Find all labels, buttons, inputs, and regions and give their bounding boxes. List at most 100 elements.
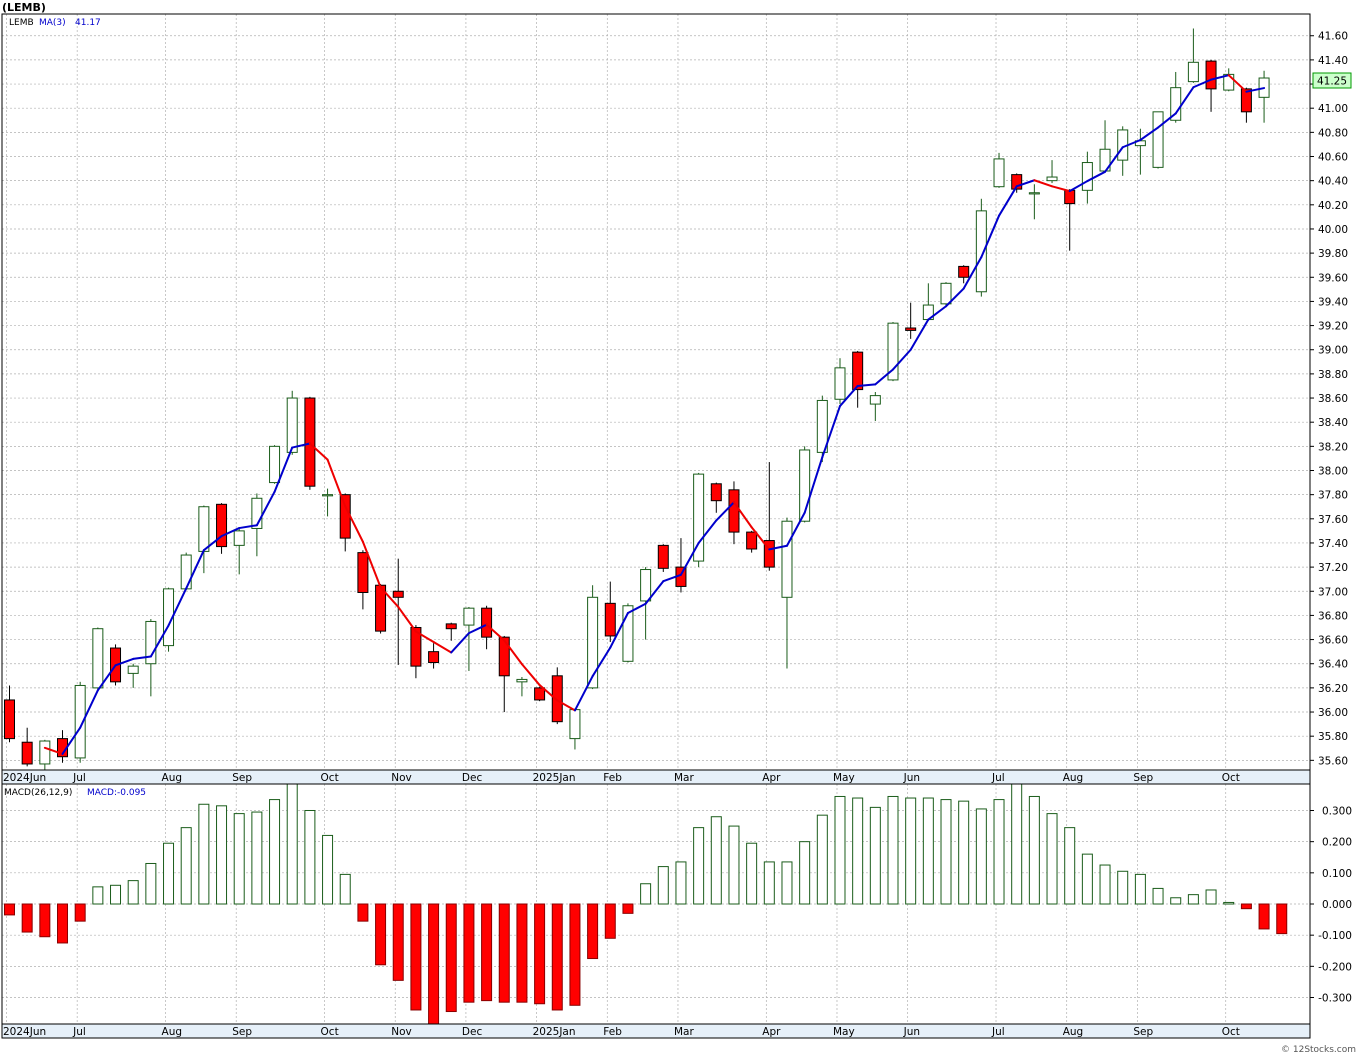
candle-up	[1081, 162, 1093, 191]
macd-x-tick-label: Sep	[232, 1026, 252, 1038]
macd-bar-negative	[1276, 903, 1288, 935]
candle-down	[445, 623, 457, 630]
macd-bar-positive	[1046, 813, 1058, 905]
macd-bar-positive	[1064, 827, 1076, 905]
candle-up	[834, 367, 846, 400]
candle-up	[269, 445, 281, 484]
candle-up	[1170, 87, 1182, 121]
price-grid	[2, 14, 1310, 770]
ma-segment	[503, 639, 523, 666]
ma-segment	[379, 586, 400, 608]
ma-segment	[149, 624, 170, 658]
ma-segment	[556, 699, 576, 712]
ma-segment	[644, 580, 665, 605]
ma-segment	[1157, 112, 1177, 129]
price-tick-label: 38.20	[1318, 441, 1348, 453]
candle-down	[1011, 174, 1023, 190]
price-tick-label: 38.60	[1318, 393, 1348, 405]
candle-up	[180, 554, 192, 590]
candle-up	[1028, 192, 1040, 195]
ma-segment	[927, 305, 948, 321]
ma-segment	[1015, 179, 1036, 188]
macd-bar-positive	[763, 861, 775, 905]
ma-segment	[467, 623, 488, 635]
candle-up	[640, 569, 652, 602]
macd-x-tick-label: Jun	[903, 1026, 920, 1038]
ma-segment	[697, 519, 718, 544]
ma-segment	[167, 587, 188, 627]
macd-bar-positive	[1134, 873, 1146, 905]
ma-segment	[945, 287, 965, 308]
macd-bar-positive	[887, 795, 899, 905]
ma-segment	[79, 689, 99, 729]
ma-segment	[1033, 179, 1054, 188]
last-price-badge-box	[1312, 72, 1352, 89]
macd-bar-positive	[180, 827, 192, 905]
macd-bar-positive	[693, 827, 705, 905]
ma-segment	[785, 511, 806, 547]
candle-up	[993, 158, 1005, 188]
price-x-tick-label: May	[833, 772, 855, 784]
candle-up	[198, 506, 210, 552]
candle-up	[286, 397, 298, 453]
ma-segment	[821, 405, 841, 459]
price-x-tick-label: Sep	[1133, 772, 1153, 784]
price-tick-label: 37.00	[1318, 586, 1348, 598]
ma-segment	[1051, 185, 1071, 193]
price-x-tick-label: Dec	[462, 772, 483, 784]
macd-bar-positive	[993, 799, 1005, 905]
macd-bars	[4, 783, 1288, 1025]
ma-segment	[485, 623, 506, 642]
price-x-tick-label: 2024Jun	[3, 772, 46, 784]
price-y-axis: 35.60 35.80 36.00 36.20 36.40 36.60 36.80 37.00…	[1310, 31, 1348, 767]
macd-tick-label: -0.100	[1318, 930, 1352, 942]
macd-tick-label: -0.200	[1318, 961, 1352, 973]
macd-legend-label: MACD(26,12,9)	[4, 788, 72, 798]
macd-bar-negative	[569, 903, 581, 1006]
footer-copyright: © 12Stocks.com	[1281, 1045, 1356, 1055]
candle-down	[763, 540, 775, 568]
price-tick-label: 37.60	[1318, 514, 1348, 526]
macd-bar-negative	[1240, 903, 1252, 910]
price-x-tick-label: 2025Jan	[533, 772, 576, 784]
macd-bar-positive	[304, 809, 316, 905]
candle-down	[1064, 189, 1076, 205]
price-tick-label: 40.20	[1318, 200, 1348, 212]
macd-x-axis-band: 2024Jun Jul Aug Sep Oct Nov Dec 2025Jan Feb Mar Ap…	[1, 1023, 1311, 1039]
price-x-tick-label: Mar	[674, 772, 694, 784]
macd-bar-positive	[145, 862, 157, 905]
macd-bar-positive	[286, 783, 298, 905]
price-tick-label: 39.00	[1318, 345, 1348, 357]
candle-up	[781, 520, 793, 598]
ma-segment	[662, 573, 682, 583]
candle-up	[799, 449, 811, 522]
price-tick-label: 35.80	[1318, 731, 1348, 743]
ma-segment	[538, 684, 559, 702]
candle-down	[481, 607, 493, 638]
macd-bar-positive	[1099, 864, 1111, 905]
price-tick-label: 36.60	[1318, 635, 1348, 647]
macd-bar-negative	[392, 903, 404, 981]
ma-segment	[220, 527, 241, 538]
legend-ma-label: MA(3)	[39, 18, 66, 28]
candle-down	[498, 636, 510, 677]
macd-x-tick-label: Aug	[162, 1026, 183, 1038]
macd-bar-negative	[1258, 903, 1270, 930]
price-tick-label: 38.40	[1318, 417, 1348, 429]
macd-x-tick-label: Dec	[462, 1026, 483, 1038]
macd-x-tick-label: 2024Jun	[3, 1026, 46, 1038]
ma-segment	[1086, 170, 1107, 183]
macd-x-tick-label: May	[833, 1026, 855, 1038]
macd-x-tick-label: Feb	[603, 1026, 622, 1038]
candle-down	[728, 489, 740, 533]
macd-bar-positive	[834, 795, 846, 905]
macd-bar-negative	[4, 903, 15, 916]
macd-bar-positive	[799, 841, 811, 905]
macd-bar-positive	[322, 834, 334, 905]
price-x-tick-label: Oct	[1222, 772, 1240, 784]
legend-ma-value: 41.17	[75, 18, 101, 28]
candle-up	[587, 596, 599, 689]
candle-up	[322, 494, 334, 497]
ma-segment	[803, 456, 824, 514]
macd-bar-negative	[481, 903, 493, 1002]
